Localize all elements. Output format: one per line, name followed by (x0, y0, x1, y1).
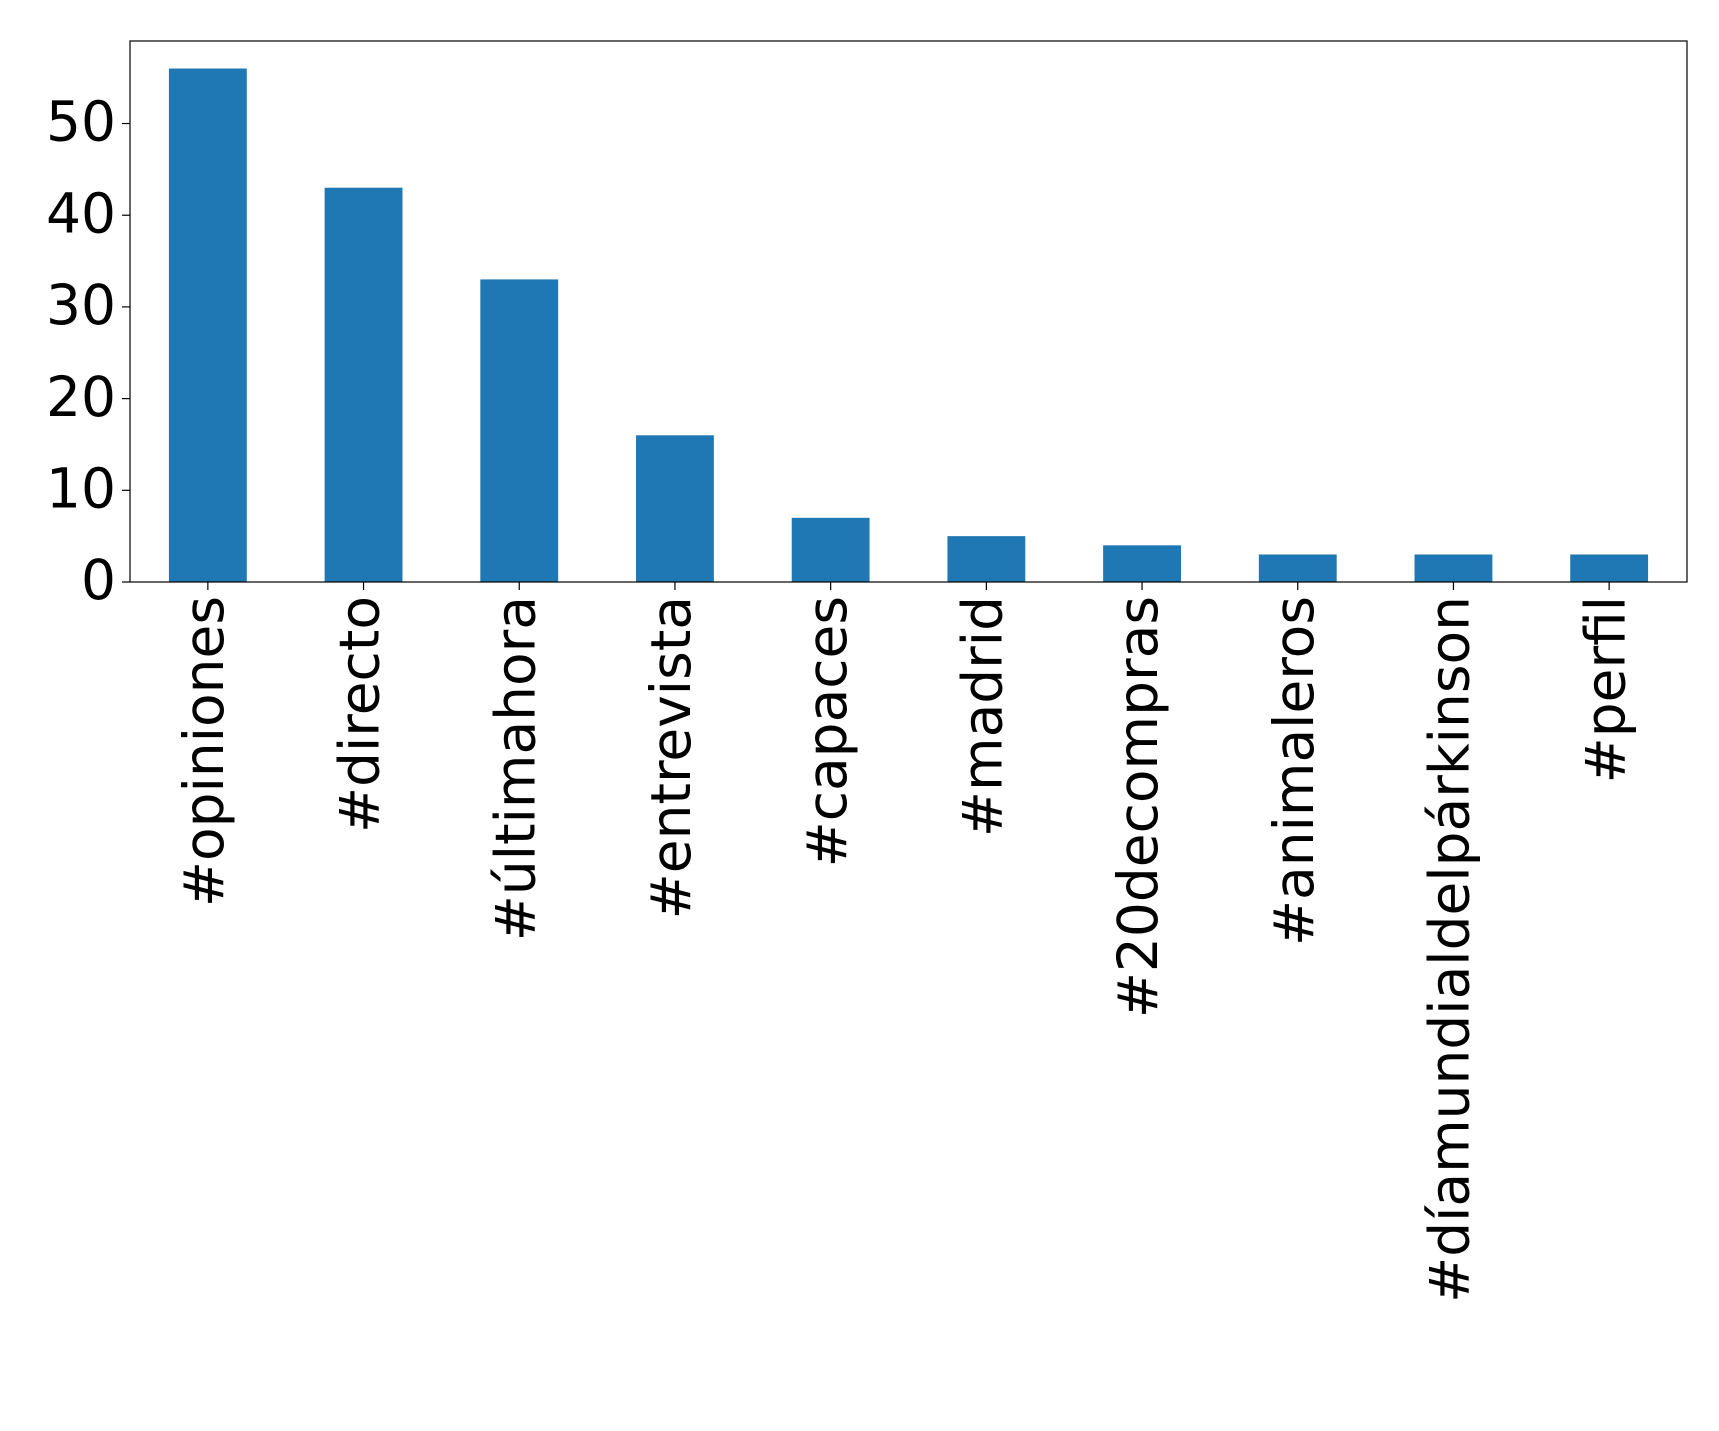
bar (947, 536, 1026, 582)
y-tick-label: 10 (46, 456, 116, 520)
x-tick-label: #directo (328, 596, 392, 833)
x-tick-label: #opiniones (172, 596, 236, 907)
bar (636, 435, 714, 582)
x-tick-label: #díamundialdelpárkinson (1418, 596, 1482, 1303)
y-tick-label: 40 (46, 181, 116, 245)
bar (324, 187, 403, 583)
bar (1570, 554, 1649, 582)
x-tick-label: #madrid (950, 596, 1014, 837)
y-tick-label: 0 (81, 548, 116, 612)
y-tick-label: 20 (46, 365, 116, 429)
x-tick-label: #entrevista (639, 596, 703, 919)
bar (1103, 545, 1181, 582)
bar (1258, 554, 1337, 582)
x-tick-label: #últimahora (483, 596, 547, 941)
x-tick-label: #perfil (1573, 596, 1637, 783)
plot-frame (129, 40, 1688, 583)
bar (791, 517, 870, 582)
bar (480, 279, 559, 582)
y-tick-label: 50 (46, 90, 116, 154)
x-tick-label: #20decompras (1106, 596, 1170, 1018)
x-tick-label: #animaleros (1262, 596, 1326, 946)
bar (168, 68, 247, 582)
y-tick-label: 30 (46, 273, 116, 337)
bar (1414, 554, 1493, 582)
x-tick-label: #capaces (795, 596, 859, 867)
